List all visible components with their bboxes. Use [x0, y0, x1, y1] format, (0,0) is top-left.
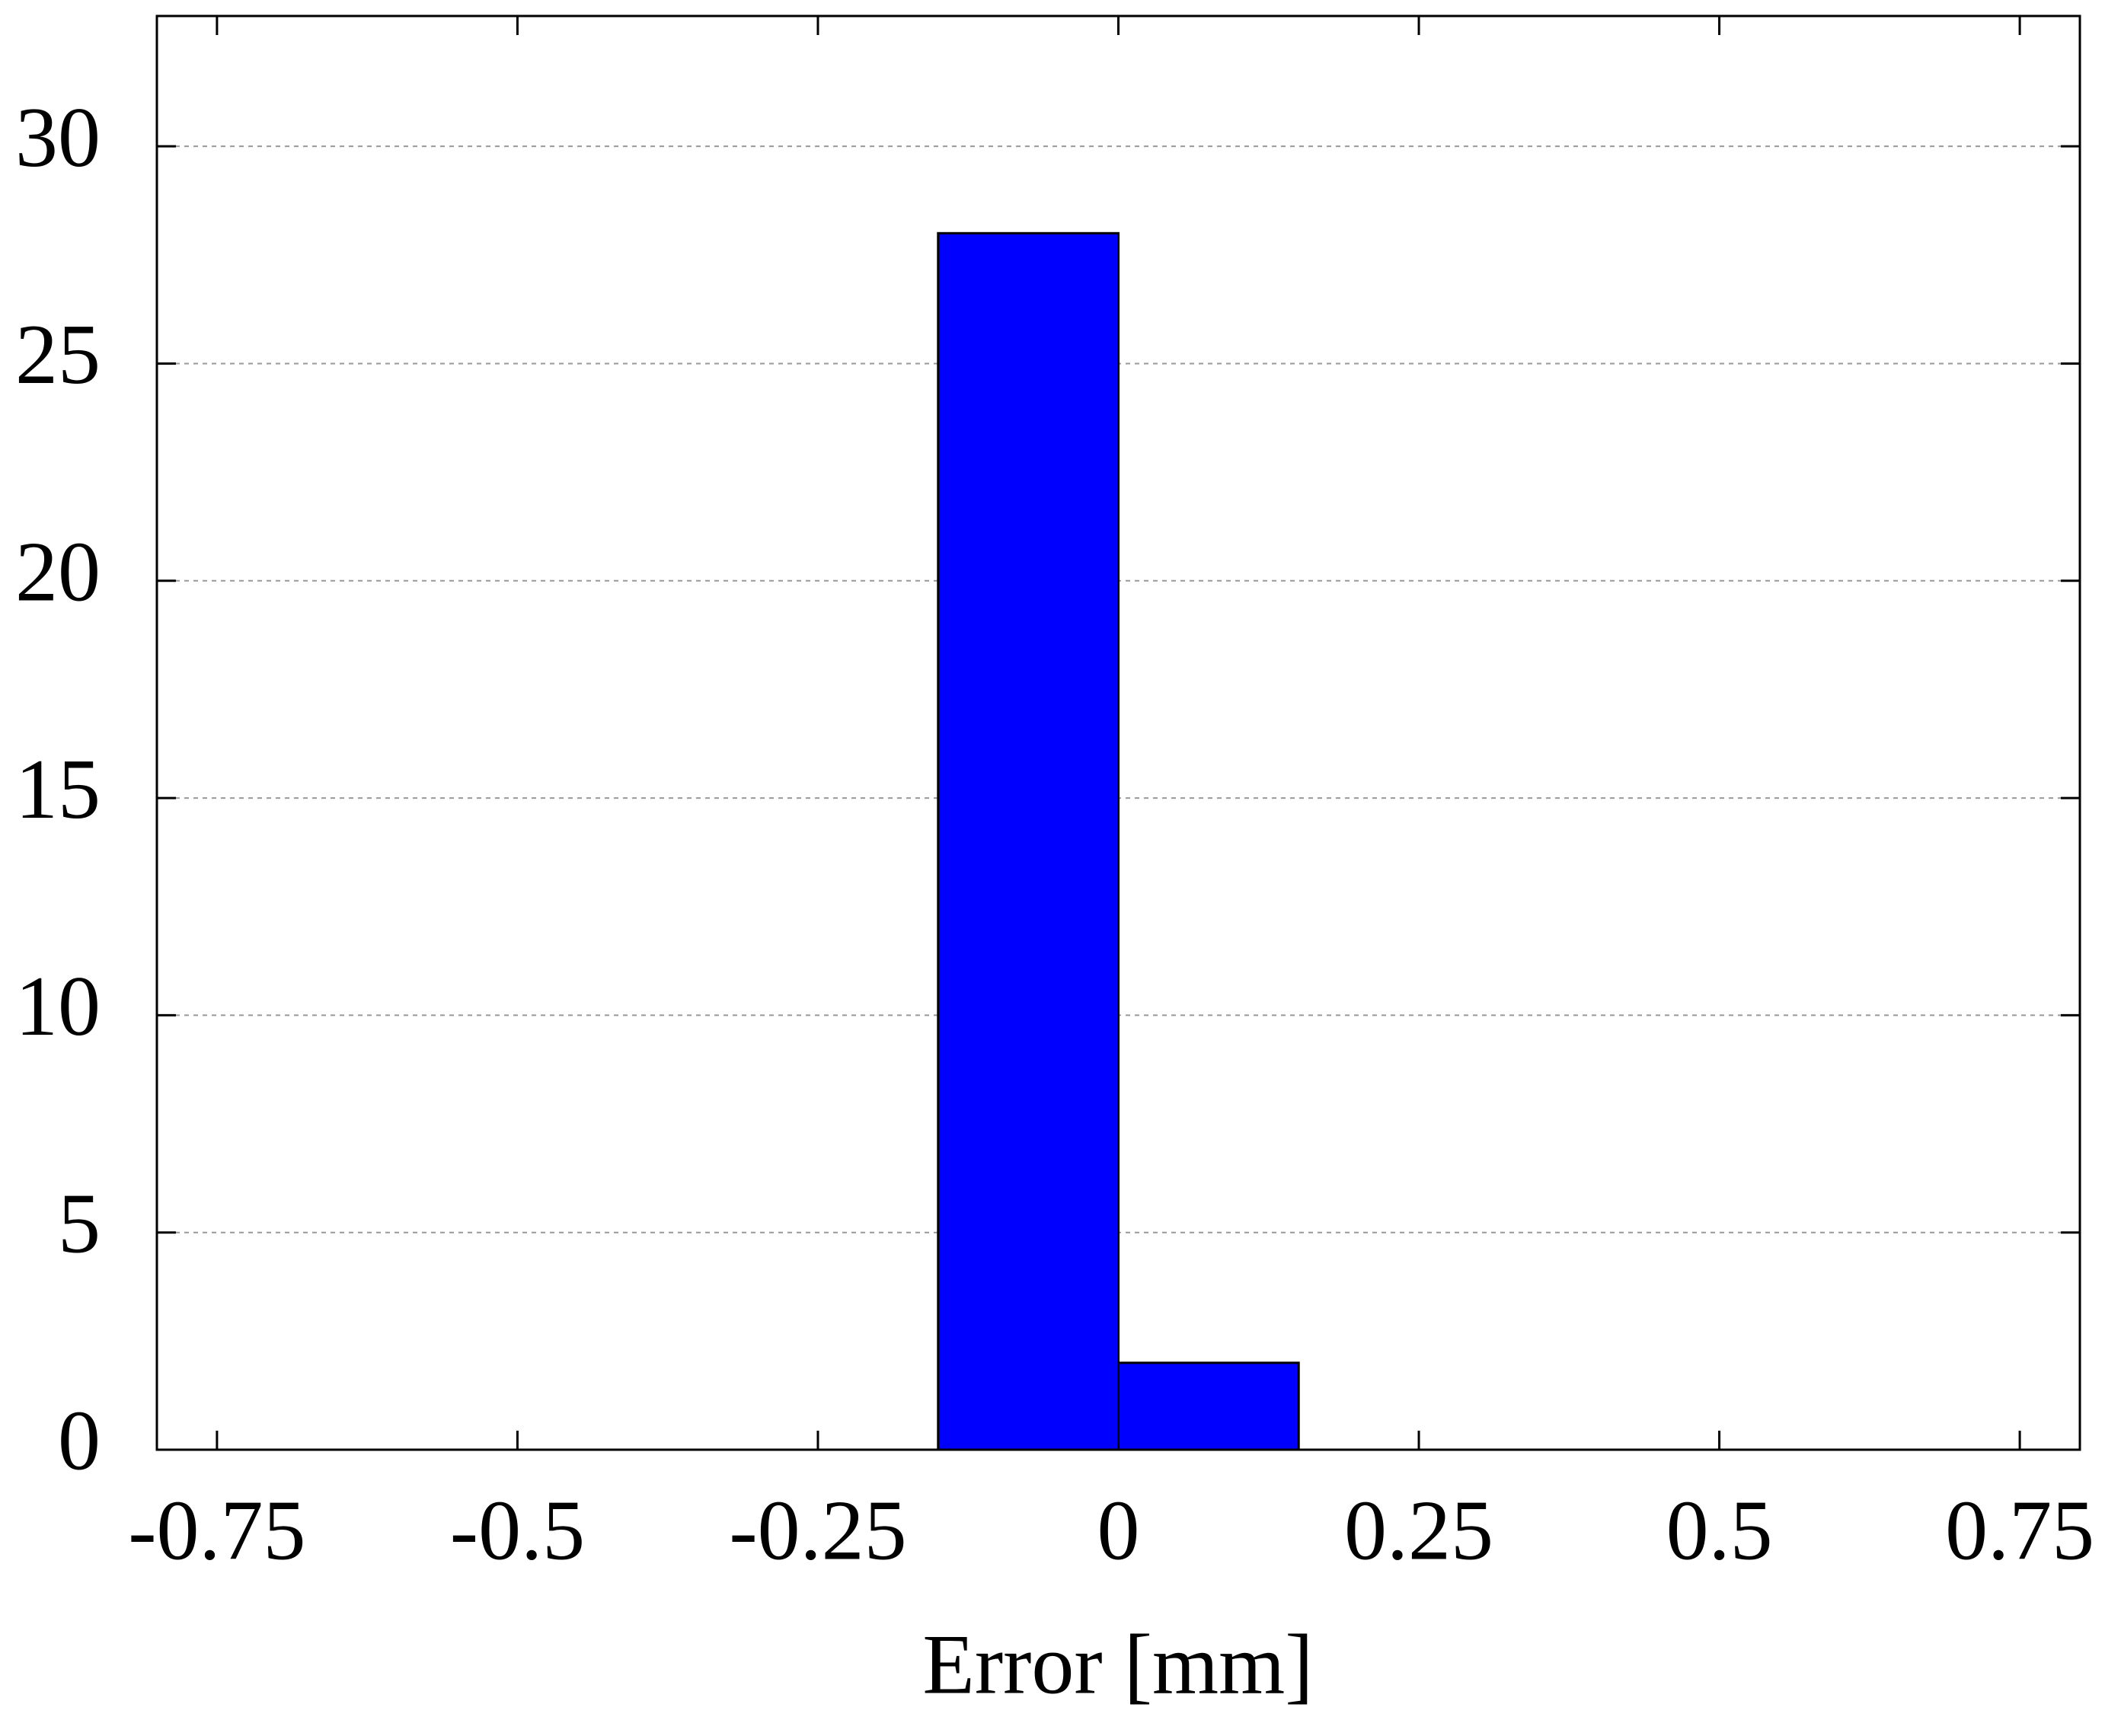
y-tick-label: 30	[15, 91, 101, 185]
y-tick-label: 15	[15, 742, 101, 837]
plot-frame	[155, 14, 2081, 1451]
y-tick-label: 5	[58, 1176, 101, 1271]
x-tick-label: -0.25	[729, 1484, 906, 1578]
x-tick-label: 0.25	[1344, 1484, 1493, 1578]
x-axis-label: Error [mm]	[922, 1618, 1313, 1712]
bar	[937, 231, 1120, 1451]
y-tick-label: 10	[15, 959, 101, 1054]
y-tick-label: 0	[58, 1394, 101, 1489]
x-tick-label: -0.5	[450, 1484, 585, 1578]
x-tick-label: 0.75	[1945, 1484, 2094, 1578]
x-tick-label: -0.75	[128, 1484, 305, 1578]
x-tick-label: 0.5	[1666, 1484, 1773, 1578]
x-tick-label: 0	[1097, 1484, 1140, 1578]
y-tick-label: 20	[15, 525, 101, 619]
y-tick-label: 25	[15, 308, 101, 402]
bar	[1117, 1361, 1300, 1451]
